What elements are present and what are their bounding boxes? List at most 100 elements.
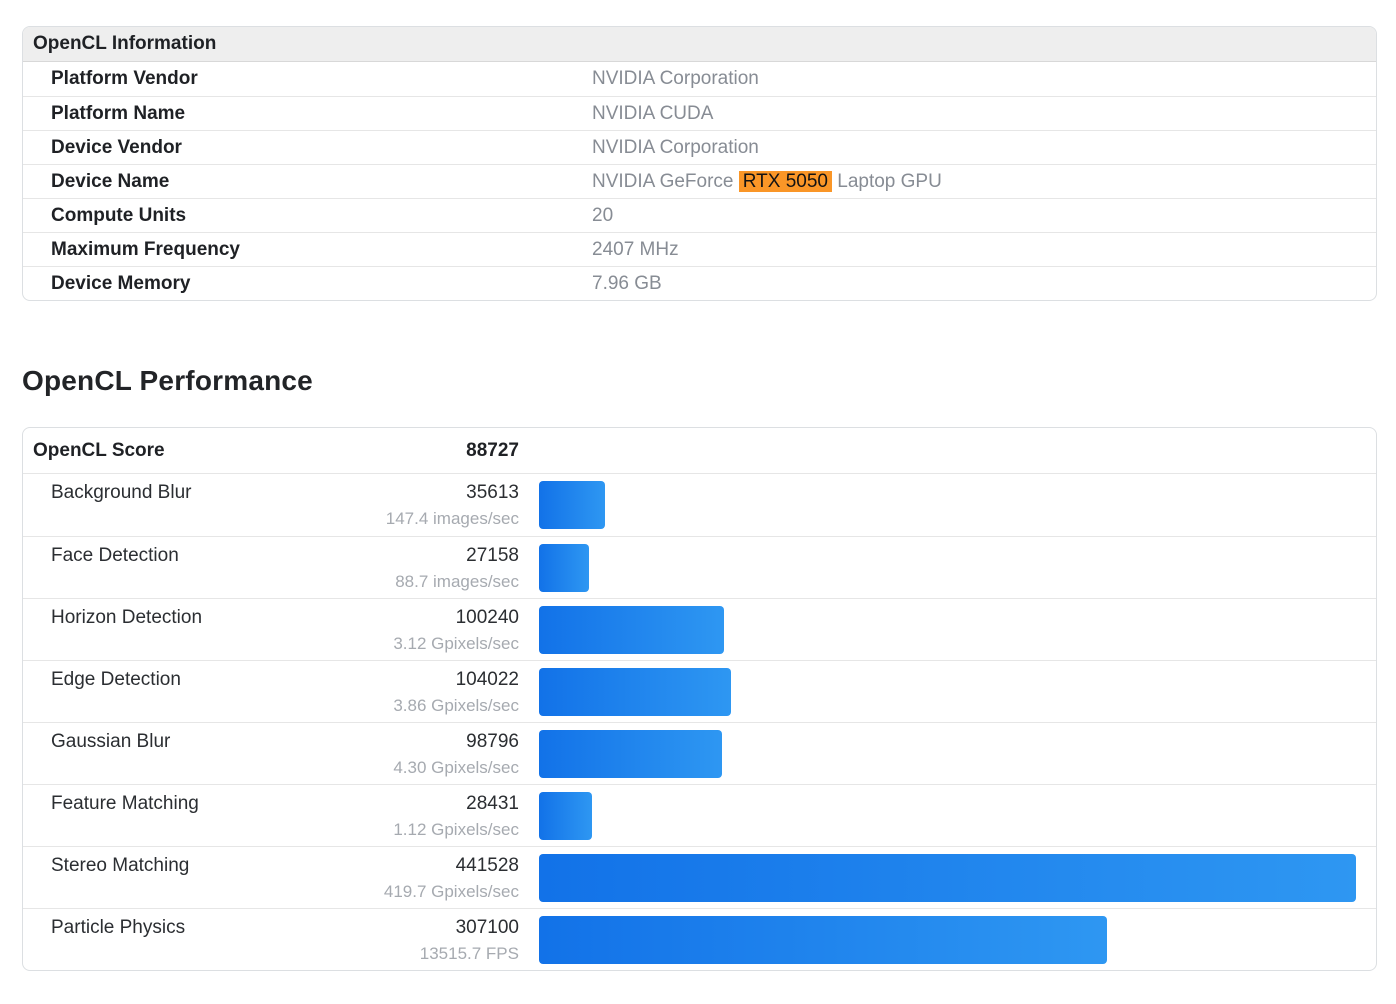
benchmark-score: 35613 [466, 482, 519, 503]
info-row-value: NVIDIA Corporation [592, 68, 759, 90]
benchmark-row: Face Detection 27158 88.7 images/sec [23, 536, 1376, 598]
info-row: Compute Units 20 [23, 198, 1376, 232]
benchmark-row: Edge Detection 104022 3.86 Gpixels/sec [23, 660, 1376, 722]
info-row-value: NVIDIA Corporation [592, 137, 759, 159]
benchmark-throughput: 88.7 images/sec [395, 572, 519, 591]
info-value-text: 2407 MHz [592, 238, 679, 260]
benchmark-text-block: Horizon Detection 100240 3.12 Gpixels/sec [23, 599, 539, 660]
benchmark-name: Background Blur [51, 482, 192, 503]
benchmark-score-bar [539, 544, 590, 592]
info-value-text: NVIDIA Corporation [592, 68, 759, 89]
benchmark-throughput: 13515.7 FPS [419, 944, 519, 963]
benchmark-score-bar [539, 792, 592, 840]
benchmark-name: Stereo Matching [51, 855, 190, 876]
benchmark-throughput: 1.12 Gpixels/sec [393, 820, 519, 839]
benchmark-bar-area [539, 661, 1376, 722]
benchmark-score-bar [539, 668, 732, 716]
benchmark-score: 104022 [455, 669, 519, 690]
benchmark-line1: Face Detection 27158 [51, 543, 519, 569]
benchmark-text-block: Feature Matching 28431 1.12 Gpixels/sec [23, 785, 539, 846]
benchmark-row: Particle Physics 307100 13515.7 FPS [23, 908, 1376, 970]
benchmark-score: 441528 [455, 855, 519, 876]
benchmark-line1: Background Blur 35613 [51, 480, 519, 506]
performance-section-heading: OpenCL Performance [22, 365, 313, 396]
info-card-header: OpenCL Information [23, 27, 1376, 62]
benchmark-line1: Gaussian Blur 98796 [51, 729, 519, 755]
benchmark-score: 307100 [455, 917, 519, 938]
benchmark-name: Gaussian Blur [51, 731, 171, 752]
info-row: Platform Vendor NVIDIA Corporation [23, 62, 1376, 96]
benchmark-bar-area [539, 723, 1376, 784]
info-card-title: OpenCL Information [33, 33, 217, 54]
benchmark-score: 27158 [466, 545, 519, 566]
info-row: Device Vendor NVIDIA Corporation [23, 130, 1376, 164]
info-row-value: 20 [592, 205, 613, 227]
info-value-text: Laptop GPU [831, 170, 942, 192]
benchmark-line1: Stereo Matching 441528 [51, 853, 519, 879]
benchmark-name: Edge Detection [51, 669, 181, 690]
search-highlight-mark: RTX 5050 [738, 170, 832, 192]
info-row: Device Name NVIDIA GeForce RTX 5050 Lapto… [23, 164, 1376, 198]
benchmark-text-block: Particle Physics 307100 13515.7 FPS [23, 909, 539, 970]
opencl-score-label: OpenCL Score [33, 439, 165, 461]
benchmark-row: Stereo Matching 441528 419.7 Gpixels/sec [23, 846, 1376, 908]
benchmark-bar-area [539, 909, 1376, 970]
info-value-text: 20 [592, 204, 614, 226]
benchmark-throughput: 3.12 Gpixels/sec [393, 634, 519, 653]
benchmark-score: 100240 [455, 607, 519, 628]
benchmark-score-bar [539, 730, 722, 778]
info-row: Device Memory 7.96 GB [23, 266, 1376, 300]
benchmark-name: Horizon Detection [51, 607, 203, 628]
benchmark-score: 98796 [466, 731, 519, 752]
benchmark-line1: Horizon Detection 100240 [51, 605, 519, 631]
benchmark-throughput: 4.30 Gpixels/sec [393, 758, 519, 777]
benchmark-text-block: Gaussian Blur 98796 4.30 Gpixels/sec [23, 723, 539, 784]
benchmark-text-block: Stereo Matching 441528 419.7 Gpixels/sec [23, 847, 539, 908]
benchmark-name: Face Detection [51, 545, 179, 566]
benchmark-bar-area [539, 599, 1376, 660]
benchmark-text-block: Background Blur 35613 147.4 images/sec [23, 474, 539, 536]
info-row-label: Platform Name [51, 102, 186, 124]
benchmark-bar-area [539, 537, 1376, 598]
benchmark-line1: Edge Detection 104022 [51, 667, 519, 693]
benchmark-bar-area [539, 785, 1376, 846]
benchmark-score: 28431 [466, 793, 519, 814]
info-row-label: Maximum Frequency [51, 238, 240, 260]
benchmark-bar-area [539, 847, 1376, 908]
benchmark-row: Horizon Detection 100240 3.12 Gpixels/sec [23, 598, 1376, 660]
info-row: Maximum Frequency 2407 MHz [23, 232, 1376, 266]
benchmark-name: Particle Physics [51, 917, 186, 938]
info-row-label: Compute Units [51, 204, 187, 226]
info-value-text: NVIDIA Corporation [592, 136, 759, 158]
info-row-value: 2407 MHz [592, 239, 679, 261]
benchmark-name: Feature Matching [51, 793, 199, 814]
opencl-score-value: 88727 [466, 440, 519, 461]
benchmark-score-bar [539, 606, 725, 654]
benchmark-throughput: 419.7 Gpixels/sec [383, 882, 519, 901]
info-rows: Platform Vendor NVIDIA Corporation Platfor… [23, 62, 1376, 300]
info-row-label: Device Name [51, 170, 170, 192]
info-value-text: 7.96 GB [592, 272, 662, 294]
benchmark-throughput: 147.4 images/sec [385, 509, 519, 528]
benchmark-score-bar [539, 481, 605, 529]
opencl-information-card: OpenCL Information Platform Vendor NVIDIA… [22, 26, 1377, 301]
info-row-value: NVIDIA GeForce RTX 5050 Laptop GPU [592, 170, 942, 193]
benchmark-score-bar [539, 854, 1356, 902]
benchmark-bar-area [539, 474, 1376, 536]
info-row-label: Platform Vendor [51, 68, 198, 89]
benchmark-row: Feature Matching 28431 1.12 Gpixels/sec [23, 784, 1376, 846]
opencl-score-row: OpenCL Score 88727 [23, 428, 1376, 474]
benchmark-row: Gaussian Blur 98796 4.30 Gpixels/sec [23, 722, 1376, 784]
info-row-label: Device Memory [51, 272, 191, 294]
opencl-performance-card: OpenCL Score 88727 Background Blur 35613 1… [22, 427, 1377, 971]
info-value-text: NVIDIA CUDA [592, 102, 714, 124]
info-value-text: NVIDIA GeForce [592, 170, 739, 192]
benchmark-rows: Background Blur 35613 147.4 images/sec Face… [23, 474, 1376, 970]
info-row: Platform Name NVIDIA CUDA [23, 96, 1376, 130]
benchmark-line1: Feature Matching 28431 [51, 791, 519, 817]
info-row-value: NVIDIA CUDA [592, 103, 713, 125]
benchmark-score-bar [539, 916, 1108, 964]
benchmark-line1: Particle Physics 307100 [51, 915, 519, 941]
benchmark-throughput: 3.86 Gpixels/sec [393, 696, 519, 715]
